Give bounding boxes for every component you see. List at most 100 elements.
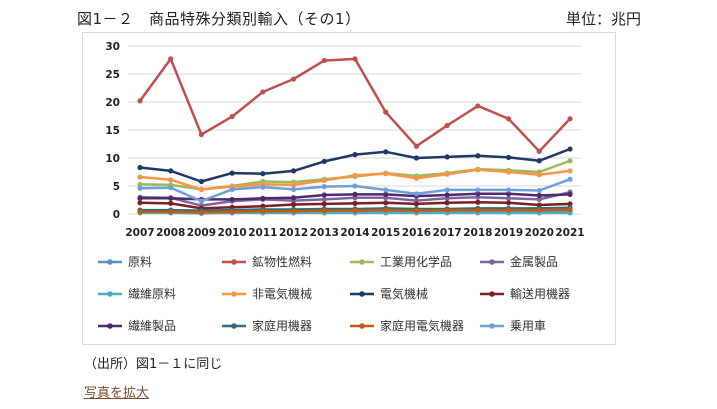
- data-point: [536, 187, 542, 194]
- data-point: [567, 158, 573, 164]
- legend-swatch-marker: [489, 323, 495, 329]
- data-point: [137, 200, 143, 206]
- data-point: [321, 208, 327, 214]
- x-tick-label: 2017: [433, 227, 462, 239]
- data-point: [505, 187, 512, 193]
- legend-label: 電気機械: [380, 286, 428, 301]
- data-point: [444, 192, 450, 198]
- data-point: [505, 154, 512, 161]
- data-point: [383, 200, 389, 206]
- data-point: [505, 195, 512, 201]
- legend-swatch-marker: [107, 323, 113, 329]
- series-line: [138, 57, 571, 153]
- data-point: [168, 177, 174, 183]
- y-tick-label: 30: [105, 41, 120, 53]
- x-tick-label: 2008: [156, 227, 185, 239]
- data-point: [229, 209, 235, 215]
- data-point: [505, 200, 512, 206]
- data-point: [383, 109, 389, 115]
- zoom-photo-link[interactable]: 写真を拡大: [84, 386, 150, 401]
- legend-swatch-marker: [231, 291, 237, 297]
- x-tick-label: 2011: [248, 227, 277, 239]
- data-point: [505, 169, 512, 175]
- data-point: [444, 207, 450, 213]
- data-point: [198, 178, 205, 185]
- data-point: [137, 181, 143, 187]
- data-point: [536, 172, 542, 178]
- data-point: [290, 186, 297, 192]
- data-point: [260, 184, 266, 190]
- data-point: [444, 171, 450, 177]
- x-tick-label: 2014: [340, 227, 369, 239]
- data-point: [229, 186, 235, 192]
- legend-swatch-marker: [359, 323, 365, 329]
- data-point: [536, 207, 542, 213]
- data-point: [536, 148, 542, 154]
- data-point: [352, 56, 358, 62]
- data-point: [567, 201, 573, 207]
- data-point: [168, 56, 174, 62]
- data-point: [413, 201, 420, 207]
- data-point: [444, 122, 450, 129]
- data-point: [198, 198, 205, 204]
- legend-label: 乗用車: [510, 319, 546, 333]
- legend-swatch-marker: [107, 259, 113, 265]
- data-point: [413, 208, 420, 214]
- data-point: [444, 200, 450, 206]
- y-tick-label: 20: [105, 97, 120, 109]
- data-point: [536, 196, 542, 203]
- legend-label: 鉱物性燃料: [252, 254, 312, 269]
- data-point: [567, 116, 573, 122]
- data-point: [352, 200, 358, 206]
- x-tick-label: 2020: [525, 227, 554, 239]
- data-point: [260, 195, 266, 201]
- data-point: [413, 175, 420, 181]
- data-point: [290, 168, 297, 174]
- x-tick-label: 2015: [371, 227, 400, 239]
- legend-label: 家庭用電気機器: [380, 318, 464, 333]
- data-point: [321, 201, 327, 207]
- data-point: [260, 89, 266, 95]
- data-point: [536, 192, 542, 199]
- data-point: [198, 186, 205, 192]
- y-tick-label: 10: [105, 153, 120, 165]
- data-point: [475, 153, 481, 159]
- data-point: [321, 177, 327, 183]
- data-point: [321, 57, 327, 64]
- data-point: [444, 187, 450, 193]
- source-note: （出所）図1－１に同じ: [84, 357, 223, 372]
- data-point: [444, 154, 450, 160]
- legend-swatch-marker: [359, 259, 365, 265]
- legend-label: 金属製品: [510, 254, 558, 269]
- data-point: [352, 191, 358, 197]
- y-tick-label: 25: [105, 69, 120, 81]
- data-point: [198, 131, 205, 138]
- unit-label: 単位：兆円: [566, 10, 642, 28]
- data-point: [290, 201, 297, 208]
- legend-swatch-marker: [489, 291, 495, 297]
- data-point: [505, 191, 512, 197]
- data-point: [475, 199, 481, 205]
- data-point: [137, 185, 143, 191]
- data-point: [505, 207, 512, 213]
- legend-label: 家庭用機器: [252, 318, 312, 333]
- data-point: [475, 187, 481, 193]
- data-point: [168, 209, 174, 215]
- data-point: [536, 158, 542, 164]
- data-point: [168, 185, 174, 191]
- y-tick-label: 15: [105, 125, 120, 137]
- data-point: [137, 174, 143, 180]
- data-point: [475, 191, 481, 197]
- data-point: [229, 170, 235, 176]
- data-point: [352, 172, 358, 178]
- data-point: [290, 195, 297, 201]
- x-tick-label: 2012: [279, 227, 308, 239]
- data-point: [567, 146, 573, 152]
- legend-swatch-marker: [359, 291, 365, 297]
- data-point: [321, 196, 327, 203]
- data-point: [475, 207, 481, 213]
- data-point: [475, 167, 481, 173]
- data-point: [567, 191, 573, 197]
- legend-swatch-marker: [489, 259, 495, 265]
- y-tick-label: 5: [113, 181, 120, 193]
